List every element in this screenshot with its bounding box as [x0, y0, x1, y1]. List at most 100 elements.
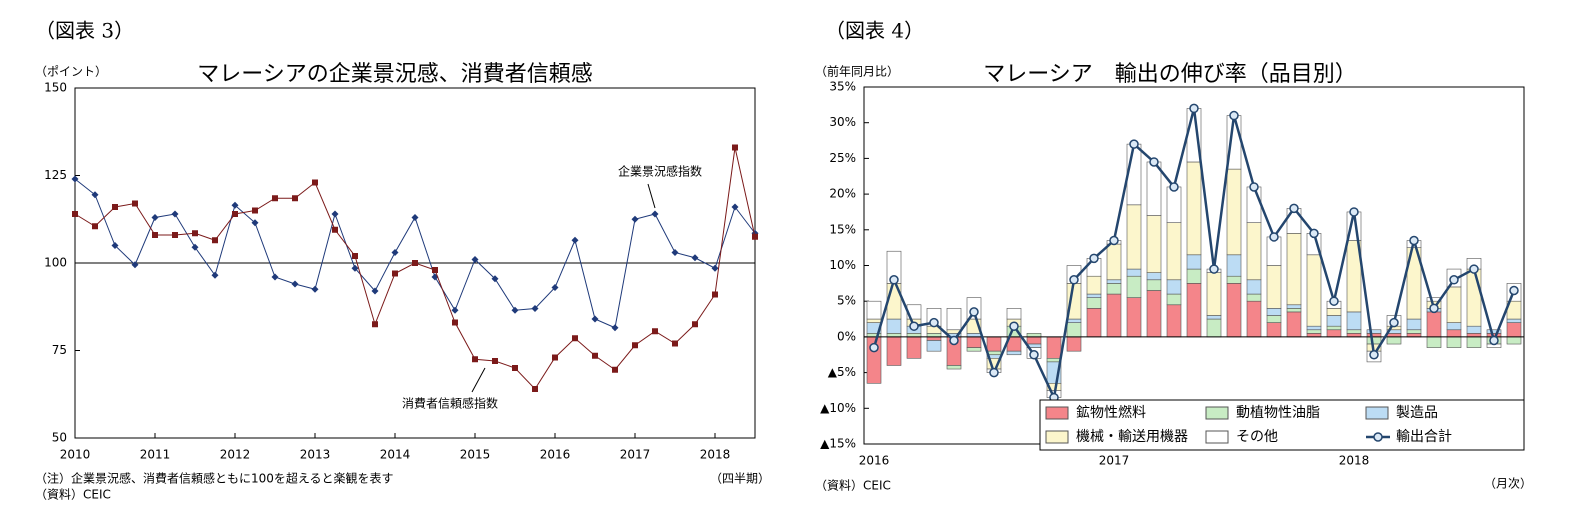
marker — [192, 230, 198, 237]
marker — [372, 321, 378, 328]
bar-segment — [1326, 308, 1342, 316]
bar-segment — [1446, 322, 1462, 331]
marker — [989, 367, 999, 378]
marker — [632, 342, 638, 349]
legend-label: 機械・輸送用機器 — [1076, 429, 1188, 445]
bar-segment — [1086, 297, 1102, 309]
chart-title: マレーシアの企業景況感、消費者信頼感 — [197, 62, 593, 87]
marker — [532, 386, 538, 392]
legend-label: 輸出合計 — [1396, 429, 1452, 445]
marker — [352, 253, 358, 259]
marker — [392, 270, 398, 277]
marker — [92, 223, 98, 230]
legend-label: その他 — [1236, 429, 1278, 445]
marker — [1289, 203, 1299, 214]
bar-segment — [1166, 293, 1182, 306]
marker — [112, 204, 118, 210]
bar-segment — [1326, 315, 1342, 327]
marker — [312, 179, 318, 186]
bar-segment — [1206, 318, 1222, 338]
marker — [1269, 232, 1279, 242]
marker — [171, 210, 179, 218]
bar-segment — [1206, 272, 1222, 316]
bar-segment — [1186, 283, 1202, 338]
bar-segment — [1106, 293, 1122, 338]
bar-segment — [1226, 168, 1242, 256]
y-tick-label: 100 — [44, 256, 67, 270]
y-tick-label: 30% — [829, 115, 856, 129]
marker — [691, 254, 699, 262]
marker — [332, 226, 338, 233]
bar-segment — [1286, 233, 1302, 306]
legend-swatch — [1205, 406, 1229, 420]
y-tick-label: ▲15% — [820, 437, 856, 451]
marker — [471, 256, 479, 263]
y-tick-label: 5% — [837, 294, 856, 308]
legend-label: 鉱物性燃料 — [1076, 404, 1146, 421]
x-tick-label: 2012 — [220, 448, 251, 462]
bar-segment — [1146, 272, 1162, 281]
bar-segment — [1486, 329, 1502, 334]
x-tick-label: 2016 — [540, 448, 571, 462]
x-unit-label: （月次） — [1484, 477, 1532, 491]
y-unit-label: （前年同月比） — [815, 64, 899, 79]
marker — [1109, 235, 1119, 246]
marker — [869, 342, 879, 353]
bar-segment — [1326, 325, 1342, 331]
bar-segment — [1046, 336, 1062, 359]
bar-segment — [1106, 243, 1122, 281]
bar-segment — [1406, 333, 1422, 338]
bar-segment — [1366, 333, 1382, 338]
bar-segment — [1186, 268, 1202, 284]
marker — [311, 285, 319, 293]
bar-segment — [1126, 204, 1142, 270]
y-tick-label: 10% — [829, 258, 856, 272]
marker — [132, 200, 138, 207]
marker — [731, 203, 739, 211]
x-tick-label: 2015 — [460, 448, 491, 462]
y-tick-label: 20% — [829, 187, 856, 201]
marker — [351, 264, 359, 272]
marker — [151, 214, 159, 221]
marker — [292, 195, 298, 202]
marker — [1029, 350, 1039, 360]
bar-segment — [1026, 336, 1042, 345]
bar-segment — [1446, 286, 1462, 323]
marker — [191, 243, 199, 251]
bar-segment — [1266, 308, 1282, 316]
marker — [91, 191, 99, 199]
bar-segment — [1206, 315, 1222, 320]
marker — [271, 273, 279, 281]
x-tick-label: 2010 — [60, 448, 91, 462]
marker — [432, 267, 438, 273]
legend-swatch — [1045, 406, 1069, 420]
marker — [969, 307, 979, 317]
annotation: 企業景況感指数 — [618, 164, 702, 179]
marker — [1129, 139, 1139, 149]
bar-segment — [906, 336, 922, 359]
bar-segment — [1326, 329, 1342, 338]
series-line — [74, 147, 756, 390]
marker — [1429, 303, 1439, 314]
marker — [551, 284, 559, 291]
bar-segment — [1286, 311, 1302, 338]
marker — [111, 242, 119, 249]
marker — [1309, 228, 1319, 239]
marker — [451, 306, 459, 314]
marker — [252, 207, 258, 214]
marker — [212, 237, 218, 244]
marker — [651, 210, 659, 218]
bar-segment — [1006, 308, 1022, 320]
bar-segment — [966, 347, 982, 352]
legend-box — [1039, 399, 1525, 451]
bar-segment — [1246, 293, 1262, 302]
marker — [611, 324, 619, 332]
y-tick-label: 25% — [829, 151, 856, 165]
annotation: 消費者信頼感指数 — [402, 396, 498, 411]
bar-segment — [1346, 329, 1362, 334]
bar-segment — [1126, 268, 1142, 277]
marker — [571, 236, 579, 244]
x-tick-label: 2017 — [1099, 454, 1130, 468]
bar-segment — [906, 333, 922, 338]
